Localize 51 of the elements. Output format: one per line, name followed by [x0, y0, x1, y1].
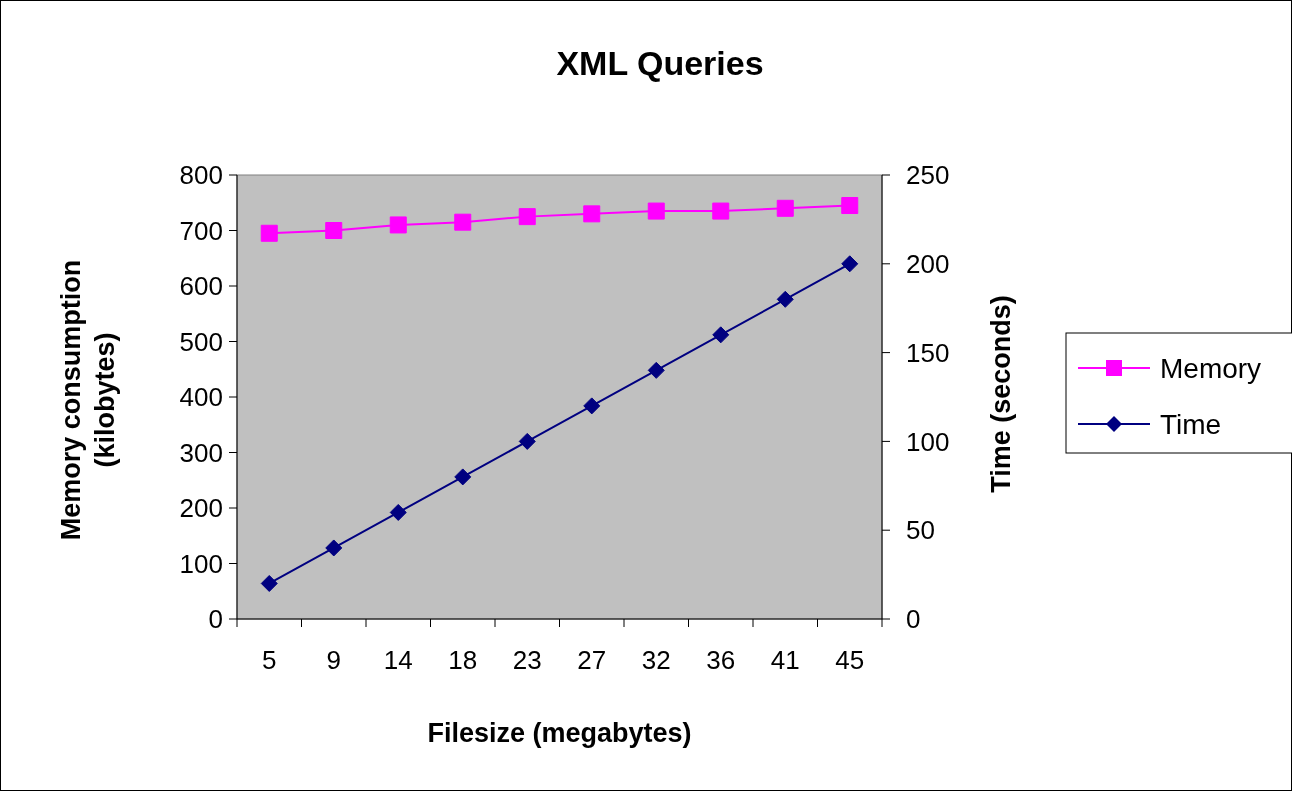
point [518, 432, 536, 450]
y-tick-label: 300 [179, 437, 223, 468]
point [454, 468, 472, 486]
point [776, 290, 794, 308]
point [776, 199, 794, 217]
point [389, 503, 407, 521]
y2-tick-label: 100 [906, 426, 950, 457]
point [325, 222, 343, 239]
x-tick-label: 45 [835, 645, 865, 675]
point [647, 202, 665, 220]
point [518, 208, 536, 226]
point [583, 205, 601, 223]
x-axis-title: Filesize (megabytes) [427, 718, 692, 748]
point [841, 255, 859, 273]
y2-tick-label: 150 [906, 337, 950, 368]
point [260, 224, 278, 242]
x-tick-label: 18 [448, 645, 478, 675]
point [583, 397, 601, 415]
x-tick-label: 9 [326, 645, 341, 675]
chart-title: XML Queries [556, 44, 764, 82]
x-tick-label: 36 [706, 645, 736, 675]
x-tick-label: 5 [262, 645, 277, 675]
y-tick-label: 600 [179, 271, 223, 302]
y-tick-label: 100 [179, 548, 223, 579]
y2-tick-label: 200 [906, 248, 950, 279]
point [647, 361, 665, 379]
x-tick-label: 14 [383, 645, 413, 675]
y-tick-label: 400 [179, 382, 223, 413]
y-tick-label: 500 [179, 326, 223, 357]
y-tick-label: 200 [179, 493, 223, 524]
point [454, 213, 472, 231]
y-tick-label: 700 [179, 215, 223, 246]
y2-tick-label: 250 [906, 160, 950, 191]
x-tick-label: 32 [641, 645, 671, 675]
point [389, 216, 407, 234]
point [712, 326, 730, 344]
legend-label: Memory [1160, 352, 1262, 384]
y2-axis-title: Time (seconds) [986, 295, 1016, 493]
x-tick-label: 41 [770, 645, 800, 675]
legend-label: Time [1160, 408, 1222, 440]
point [325, 539, 343, 557]
y-tick-label: 0 [208, 604, 223, 635]
x-tick-label: 27 [577, 645, 607, 675]
y2-tick-label: 0 [906, 604, 921, 635]
point [841, 197, 859, 215]
point [712, 202, 730, 220]
y-tick-label: 800 [179, 160, 223, 191]
y-axis-title: Memory consumption (kilobytes) [56, 259, 120, 541]
x-tick-label: 23 [512, 645, 542, 675]
point [260, 574, 278, 592]
y2-tick-label: 50 [906, 515, 935, 546]
